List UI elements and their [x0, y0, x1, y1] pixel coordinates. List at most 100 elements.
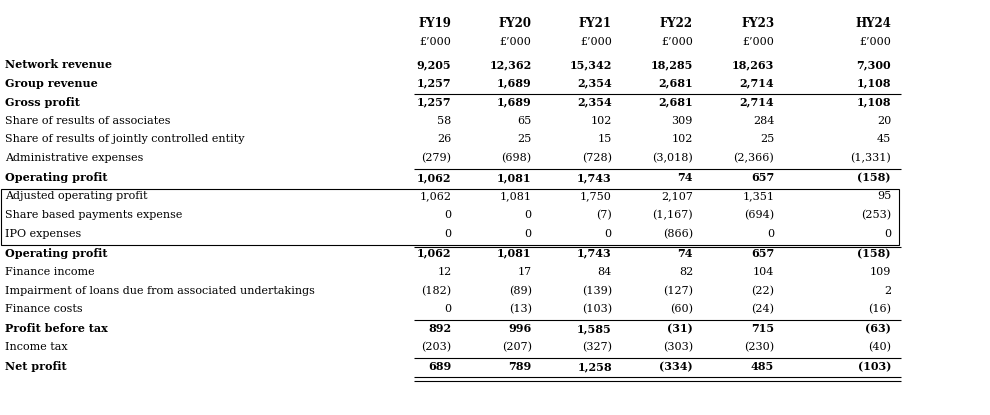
- Text: 1,062: 1,062: [420, 191, 451, 201]
- Text: 26: 26: [438, 134, 451, 144]
- Text: (13): (13): [509, 305, 532, 315]
- Text: Share of results of jointly controlled entity: Share of results of jointly controlled e…: [5, 134, 245, 144]
- Text: (279): (279): [422, 153, 451, 164]
- Text: 1,081: 1,081: [497, 172, 532, 183]
- Text: 20: 20: [877, 115, 891, 126]
- Text: FY19: FY19: [419, 17, 451, 29]
- Text: Gross profit: Gross profit: [5, 97, 80, 108]
- Text: 284: 284: [752, 115, 774, 126]
- Text: FY21: FY21: [579, 17, 612, 29]
- Text: (207): (207): [502, 342, 532, 352]
- Bar: [1, 189, 899, 245]
- Text: 789: 789: [509, 361, 532, 372]
- Text: 12,362: 12,362: [489, 59, 532, 70]
- Text: 657: 657: [751, 248, 774, 259]
- Text: Income tax: Income tax: [5, 342, 67, 352]
- Text: 25: 25: [518, 134, 532, 144]
- Text: Operating profit: Operating profit: [5, 248, 108, 259]
- Text: 84: 84: [598, 266, 612, 277]
- Text: 2: 2: [884, 286, 891, 295]
- Text: Profit before tax: Profit before tax: [5, 323, 108, 334]
- Text: Net profit: Net profit: [5, 361, 66, 372]
- Text: (60): (60): [670, 305, 693, 315]
- Text: 1,081: 1,081: [500, 191, 532, 201]
- Text: (230): (230): [744, 342, 774, 352]
- Text: 892: 892: [429, 323, 451, 334]
- Text: (24): (24): [751, 305, 774, 315]
- Text: (3,018): (3,018): [652, 153, 693, 164]
- Text: 12: 12: [438, 266, 451, 277]
- Text: (63): (63): [865, 323, 891, 334]
- Text: Finance costs: Finance costs: [5, 305, 82, 315]
- Text: 45: 45: [877, 134, 891, 144]
- Text: (327): (327): [582, 342, 612, 352]
- Text: 0: 0: [445, 229, 451, 239]
- Text: (158): (158): [857, 248, 891, 259]
- Text: 1,258: 1,258: [577, 361, 612, 372]
- Text: 58: 58: [438, 115, 451, 126]
- Text: Impairment of loans due from associated undertakings: Impairment of loans due from associated …: [5, 286, 315, 295]
- Text: (1,331): (1,331): [850, 153, 891, 164]
- Text: (2,366): (2,366): [734, 153, 774, 164]
- Text: Network revenue: Network revenue: [5, 59, 112, 70]
- Text: (7): (7): [596, 210, 612, 220]
- Text: 1,257: 1,257: [417, 78, 451, 89]
- Text: 102: 102: [671, 134, 693, 144]
- Text: 104: 104: [752, 266, 774, 277]
- Text: 2,354: 2,354: [577, 78, 612, 89]
- Text: 2,107: 2,107: [661, 191, 693, 201]
- Text: (1,167): (1,167): [652, 210, 693, 220]
- Text: 109: 109: [869, 266, 891, 277]
- Text: 7,300: 7,300: [856, 59, 891, 70]
- Text: (698): (698): [502, 153, 532, 164]
- Text: (158): (158): [857, 172, 891, 183]
- Text: 485: 485: [751, 361, 774, 372]
- Text: 0: 0: [525, 229, 532, 239]
- Text: 1,743: 1,743: [577, 248, 612, 259]
- Text: 1,257: 1,257: [417, 97, 451, 108]
- Text: (728): (728): [582, 153, 612, 164]
- Text: (89): (89): [509, 286, 532, 296]
- Text: 0: 0: [445, 210, 451, 220]
- Text: £’000: £’000: [420, 37, 451, 47]
- Text: Group revenue: Group revenue: [5, 78, 98, 89]
- Text: Finance income: Finance income: [5, 266, 95, 277]
- Text: 1,750: 1,750: [580, 191, 612, 201]
- Text: 1,743: 1,743: [577, 172, 612, 183]
- Text: 74: 74: [677, 172, 693, 183]
- Text: Adjusted operating profit: Adjusted operating profit: [5, 191, 148, 201]
- Text: (40): (40): [868, 342, 891, 352]
- Text: 102: 102: [590, 115, 612, 126]
- Text: 0: 0: [525, 210, 532, 220]
- Text: 1,062: 1,062: [417, 172, 451, 183]
- Text: 74: 74: [677, 248, 693, 259]
- Text: (182): (182): [422, 286, 451, 296]
- Text: 9,205: 9,205: [417, 59, 451, 70]
- Text: 309: 309: [671, 115, 693, 126]
- Text: Administrative expenses: Administrative expenses: [5, 153, 144, 164]
- Text: 1,081: 1,081: [497, 248, 532, 259]
- Text: 2,681: 2,681: [658, 78, 693, 89]
- Text: (103): (103): [857, 361, 891, 372]
- Text: (139): (139): [582, 286, 612, 296]
- Text: 1,689: 1,689: [497, 97, 532, 108]
- Text: FY20: FY20: [499, 17, 532, 29]
- Text: £’000: £’000: [500, 37, 532, 47]
- Text: (31): (31): [667, 323, 693, 334]
- Text: 17: 17: [518, 266, 532, 277]
- Text: 2,714: 2,714: [740, 97, 774, 108]
- Text: 1,351: 1,351: [742, 191, 774, 201]
- Text: £’000: £’000: [859, 37, 891, 47]
- Text: (103): (103): [582, 305, 612, 315]
- Text: (127): (127): [663, 286, 693, 296]
- Text: (303): (303): [663, 342, 693, 352]
- Text: 95: 95: [877, 191, 891, 201]
- Text: 15,342: 15,342: [569, 59, 612, 70]
- Text: (203): (203): [422, 342, 451, 352]
- Text: (16): (16): [868, 305, 891, 315]
- Text: 2,354: 2,354: [577, 97, 612, 108]
- Text: HY24: HY24: [855, 17, 891, 29]
- Text: IPO expenses: IPO expenses: [5, 229, 81, 239]
- Text: 0: 0: [884, 229, 891, 239]
- Text: (334): (334): [659, 361, 693, 372]
